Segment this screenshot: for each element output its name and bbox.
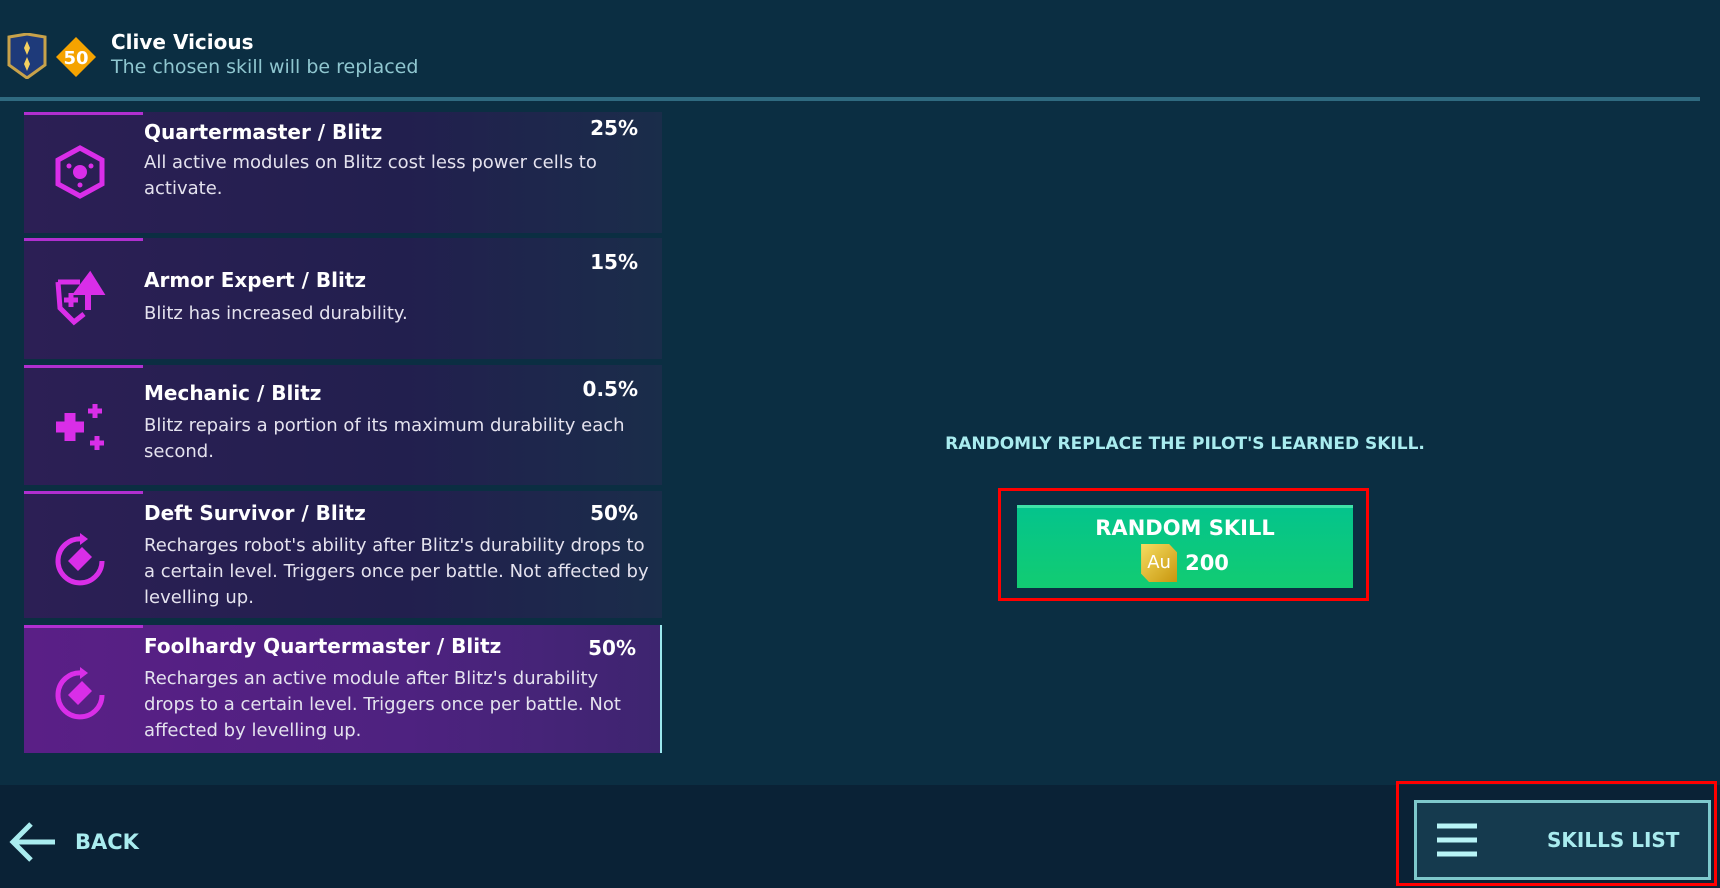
back-button[interactable]: BACK (9, 820, 139, 864)
back-label: BACK (75, 830, 139, 854)
level-badge: 50 (56, 37, 96, 77)
skill-percent: 0.5% (582, 377, 638, 401)
random-skill-label: RANDOM SKILL (1095, 516, 1275, 540)
skill-description: Recharges an active module after Blitz's… (144, 668, 621, 741)
replace-message: RANDOMLY REPLACE THE PILOT'S LEARNED SKI… (945, 434, 1425, 454)
skill-title: Deft Survivor / Blitz (144, 501, 366, 525)
skill-card-foolhardy-quartermaster[interactable]: Foolhardy Quartermaster / Blitz 50% Rech… (24, 625, 662, 753)
gold-coin-icon: Au (1141, 544, 1178, 582)
skills-list-label: SKILLS LIST (1547, 828, 1680, 852)
skill-description: Recharges robot's ability after Blitz's … (144, 535, 649, 608)
skill-title: Quartermaster / Blitz (144, 120, 383, 144)
divider (0, 97, 1700, 101)
skill-title: Foolhardy Quartermaster / Blitz (144, 634, 502, 658)
skills-list-button[interactable]: SKILLS LIST (1414, 800, 1711, 880)
recharge-icon (55, 533, 105, 586)
header-subtitle: The chosen skill will be replaced (111, 56, 419, 78)
arrow-left-icon (9, 822, 55, 862)
skill-percent: 50% (590, 501, 638, 525)
card-accent (24, 238, 143, 241)
cost-value: 200 (1185, 551, 1229, 575)
skill-percent: 50% (588, 636, 636, 660)
skill-percent: 15% (590, 250, 638, 274)
skill-percent: 25% (590, 116, 638, 140)
skill-card-deft-survivor[interactable]: Deft Survivor / Blitz 50% Recharges robo… (24, 491, 662, 618)
skill-card-mechanic[interactable]: Mechanic / Blitz 0.5% Blitz repairs a po… (24, 365, 662, 485)
card-accent (24, 491, 143, 494)
skill-card-quartermaster[interactable]: Quartermaster / Blitz 25% All active mod… (24, 112, 662, 233)
skill-card-armor-expert[interactable]: Armor Expert / Blitz 15% Blitz has incre… (24, 238, 662, 359)
card-accent (24, 365, 143, 368)
shield-plus-arrow-icon (55, 270, 106, 326)
skill-description: Blitz repairs a portion of its maximum d… (144, 415, 625, 462)
cost: Au 200 (1017, 544, 1353, 582)
menu-icon (1437, 823, 1477, 857)
skill-description: Blitz has increased durability. (144, 303, 408, 324)
recharge-icon (55, 667, 105, 720)
hexagon-module-icon (55, 145, 105, 199)
svg-text:50: 50 (63, 48, 88, 69)
highlight-box (998, 488, 1369, 601)
skill-title: Armor Expert / Blitz (144, 268, 367, 292)
skill-description: All active modules on Blitz cost less po… (144, 152, 597, 199)
pilot-name: Clive Vicious (111, 30, 254, 54)
card-accent (24, 625, 143, 628)
rank-shield-icon (7, 33, 47, 79)
skill-title: Mechanic / Blitz (144, 381, 322, 405)
repair-plus-icon (56, 404, 104, 450)
card-accent (24, 112, 143, 115)
random-skill-button[interactable]: RANDOM SKILL Au 200 (1017, 505, 1353, 588)
highlight-box (1396, 781, 1717, 886)
